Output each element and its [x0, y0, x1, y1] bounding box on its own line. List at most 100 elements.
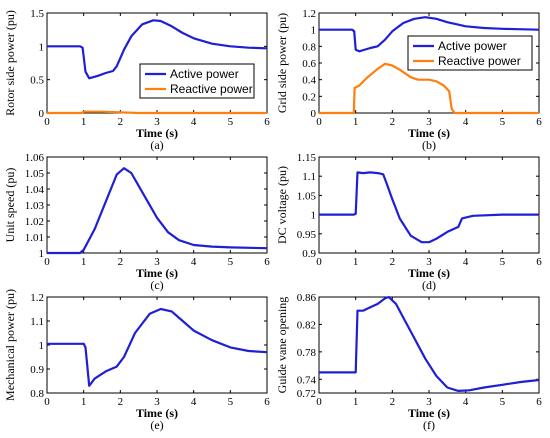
x-tick-label: 5 [228, 256, 234, 268]
x-tick-label: 0 [316, 116, 322, 128]
panel-caption: (a) [150, 138, 163, 152]
x-axis-label: Time (s) [136, 406, 178, 420]
x-tick-label: 2 [390, 396, 396, 408]
series-line-0 [319, 171, 539, 244]
y-tick-label: 0.8 [302, 41, 316, 53]
y-tick-label: 0.8 [30, 388, 44, 400]
x-tick-label: 5 [500, 256, 506, 268]
y-tick-label: 0.74 [297, 374, 317, 386]
x-tick-label: 0 [316, 396, 322, 408]
legend-entry: Active power [438, 39, 507, 53]
y-tick-label: 1 [39, 248, 45, 260]
legend-entry: Active power [170, 67, 239, 81]
x-tick-label: 5 [228, 116, 234, 128]
x-tick-label: 1 [81, 116, 87, 128]
x-tick-label: 6 [536, 116, 542, 128]
x-tick-label: 4 [463, 116, 469, 128]
y-tick-label: 1.2 [302, 8, 316, 20]
y-tick-label: 1.05 [25, 168, 45, 180]
x-tick-label: 4 [191, 256, 197, 268]
y-tick-label: 1.5 [30, 8, 44, 20]
chart-d: 0 1 2 3 4 5 6 0.9 0.95 1 1.05 1.1 1.15 Time (s)(d) DC … [275, 152, 542, 292]
series-line-0 [47, 307, 268, 387]
y-tick-label: 0 [311, 108, 317, 120]
x-tick-label: 2 [390, 256, 396, 268]
legend-box [139, 63, 255, 99]
y-tick-label: 0.9 [30, 364, 44, 376]
y-tick-label: 1 [39, 340, 45, 352]
x-tick-label: 0 [316, 256, 322, 268]
y-tick-label: 0 [39, 108, 45, 120]
y-tick-label: 0.9 [302, 248, 316, 260]
x-tick-label: 3 [426, 256, 432, 268]
panel-caption: (f) [423, 418, 435, 432]
x-tick-label: 1 [353, 116, 359, 128]
x-tick-label: 3 [154, 116, 160, 128]
x-tick-label: 2 [118, 116, 124, 128]
series-line-active-power [47, 19, 268, 80]
x-tick-label: 0 [44, 396, 50, 408]
plot-frame [318, 296, 540, 394]
y-tick-label: 0.4 [302, 75, 316, 87]
y-tick-label: 0.86 [297, 292, 317, 304]
x-tick-label: 3 [426, 116, 432, 128]
y-tick-label: 0.95 [297, 229, 317, 241]
x-tick-label: 3 [154, 396, 160, 408]
y-tick-label: 1.1 [302, 171, 316, 183]
x-tick-label: 5 [228, 396, 234, 408]
x-tick-label: 1 [353, 256, 359, 268]
x-tick-label: 1 [81, 396, 87, 408]
panel-caption: (d) [422, 278, 436, 292]
y-tick-label: 1 [311, 210, 317, 222]
y-axis-label: Guide vane opening [275, 297, 289, 394]
chart-f: 0 1 2 3 4 5 6 0.72 0.74 0.78 0.82 0.86 Time (s)(f) Gu… [275, 292, 542, 432]
y-tick-label: 0.5 [30, 75, 44, 87]
plot-frame [46, 156, 268, 254]
chart-a: 0 1 2 3 4 5 6 0 0.5 1 1.5 Time (s)(a) Rotor side pow… [3, 8, 270, 152]
y-tick-label: 0.2 [302, 91, 316, 103]
chart-e: 0 1 2 3 4 5 6 0.8 0.9 1 1.1 1.2 Time (s)(e) Mechanica… [3, 289, 270, 432]
x-tick-label: 4 [191, 396, 197, 408]
x-tick-label: 1 [81, 256, 87, 268]
x-axis-label: Time (s) [136, 266, 178, 280]
x-axis-label: Time (s) [136, 126, 178, 140]
y-tick-label: 1 [39, 41, 45, 53]
series-line-0 [47, 167, 268, 255]
x-axis-label: Time (s) [408, 406, 450, 420]
x-tick-label: 4 [191, 116, 197, 128]
y-tick-label: 1.02 [25, 216, 44, 228]
y-axis-label: DC voltage (pu) [275, 166, 289, 244]
x-tick-label: 5 [500, 396, 506, 408]
y-tick-label: 0.82 [297, 319, 316, 331]
legend-entry: Reactive power [438, 54, 521, 68]
y-tick-label: 1.15 [297, 152, 317, 164]
legend-box [407, 35, 533, 71]
series-line-reactive-power [47, 110, 267, 115]
x-tick-label: 0 [44, 256, 50, 268]
y-tick-label: 1.04 [25, 184, 45, 196]
x-tick-label: 3 [154, 256, 160, 268]
y-tick-label: 0.78 [297, 347, 317, 359]
y-axis-label: Rotor side power (pu) [3, 10, 17, 116]
y-axis-label: Grid side power (pu) [275, 13, 289, 113]
x-tick-label: 6 [536, 396, 542, 408]
x-tick-label: 4 [463, 256, 469, 268]
x-tick-label: 2 [118, 396, 124, 408]
panel-caption: (c) [150, 278, 163, 292]
series-line-active-power [319, 16, 540, 53]
x-tick-label: 6 [264, 256, 270, 268]
x-tick-label: 0 [44, 116, 50, 128]
y-tick-label: 1 [311, 25, 317, 37]
y-axis-label: Mechanical power (pu) [3, 289, 17, 401]
x-tick-label: 1 [353, 396, 359, 408]
series-line-0 [319, 295, 540, 392]
x-axis-label: Time (s) [408, 266, 450, 280]
x-tick-label: 3 [426, 396, 432, 408]
y-tick-label: 1.06 [25, 152, 45, 164]
x-tick-label: 2 [118, 256, 124, 268]
x-tick-label: 6 [536, 256, 542, 268]
panel-caption: (e) [150, 418, 163, 432]
x-tick-label: 6 [264, 116, 270, 128]
